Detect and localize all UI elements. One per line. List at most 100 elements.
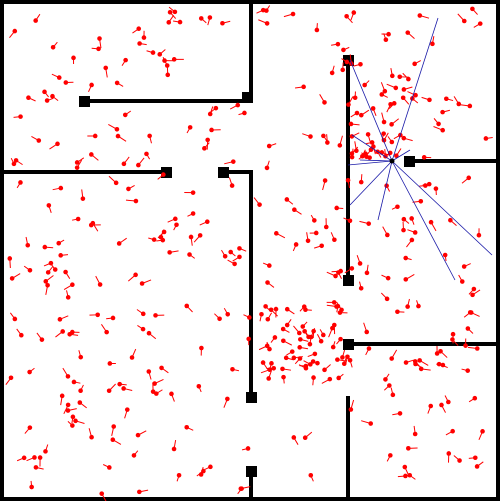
- particle: [297, 330, 302, 336]
- particle: [257, 202, 262, 207]
- particle: [114, 126, 120, 132]
- particle: [222, 253, 228, 259]
- particle: [358, 112, 364, 118]
- particle: [417, 358, 422, 363]
- particle: [43, 279, 49, 284]
- particle: [370, 106, 376, 111]
- particle: [345, 177, 351, 183]
- particle: [48, 260, 54, 266]
- particle: [358, 179, 364, 185]
- laser-ray: [377, 160, 393, 221]
- particle: [388, 453, 393, 458]
- particle: [393, 85, 399, 91]
- particle: [365, 132, 371, 137]
- wall-endpoint-marker: [343, 339, 354, 350]
- particle: [230, 159, 236, 164]
- particle: [289, 349, 295, 354]
- particle: [417, 13, 423, 18]
- particle: [483, 136, 489, 141]
- particle: [264, 165, 270, 171]
- particle: [29, 484, 34, 490]
- particle: [385, 232, 390, 238]
- laser-ray: [351, 134, 393, 162]
- particle: [281, 374, 286, 380]
- particle: [358, 61, 363, 67]
- particle: [162, 58, 167, 63]
- particle: [27, 267, 33, 273]
- particle: [440, 109, 445, 115]
- particle: [413, 361, 418, 367]
- particle: [59, 393, 65, 399]
- particle: [308, 362, 313, 367]
- particle: [265, 316, 271, 322]
- particle: [141, 35, 147, 40]
- wall-endpoint-marker: [79, 96, 90, 107]
- particle: [117, 381, 122, 387]
- particle: [341, 47, 346, 53]
- particle: [440, 127, 446, 133]
- particle: [334, 205, 339, 211]
- particle: [137, 489, 142, 495]
- particle: [339, 307, 344, 313]
- particle: [36, 138, 42, 143]
- particle: [144, 151, 149, 157]
- particle: [88, 222, 94, 228]
- particle: [362, 82, 367, 88]
- particle: [340, 67, 346, 73]
- particle: [196, 383, 202, 389]
- particle: [436, 361, 442, 367]
- particle: [293, 242, 299, 247]
- particle: [107, 361, 113, 366]
- particle: [442, 252, 448, 258]
- particle: [291, 355, 297, 361]
- particle: [364, 270, 370, 276]
- particle: [416, 303, 421, 309]
- particle: [27, 369, 32, 375]
- particle: [46, 203, 52, 208]
- particle: [26, 95, 31, 101]
- particle: [122, 112, 128, 118]
- particle: [315, 360, 320, 366]
- particle: [345, 354, 350, 360]
- particle: [78, 354, 84, 360]
- particle: [456, 101, 462, 107]
- particle: [217, 316, 222, 322]
- particle: [71, 55, 76, 61]
- particle: [33, 18, 38, 23]
- particle: [450, 331, 456, 337]
- particle: [418, 198, 424, 204]
- particle: [466, 175, 472, 181]
- particle: [312, 218, 317, 223]
- particle: [391, 101, 397, 106]
- particle: [284, 322, 290, 328]
- particle: [423, 183, 428, 188]
- particle: [405, 30, 411, 35]
- particle: [421, 155, 427, 160]
- particle: [336, 375, 341, 381]
- particle: [230, 367, 235, 372]
- particle: [260, 7, 266, 13]
- particle: [220, 20, 225, 26]
- particle: [228, 249, 233, 255]
- particle: [428, 219, 434, 225]
- particle: [461, 264, 467, 269]
- particle: [386, 31, 391, 37]
- particle: [247, 315, 252, 320]
- particle: [347, 357, 353, 363]
- particle: [313, 230, 319, 236]
- laser-ray: [349, 59, 393, 162]
- particle: [265, 280, 270, 285]
- particle: [75, 216, 81, 222]
- particle: [114, 80, 120, 86]
- laser-ray: [349, 160, 393, 206]
- particle: [267, 367, 273, 372]
- particle: [338, 268, 343, 274]
- particle: [301, 84, 306, 90]
- particle: [381, 131, 386, 136]
- particle: [283, 355, 289, 361]
- particle: [32, 455, 37, 460]
- particle: [383, 377, 388, 382]
- particle: [337, 143, 343, 148]
- particle: [197, 233, 203, 238]
